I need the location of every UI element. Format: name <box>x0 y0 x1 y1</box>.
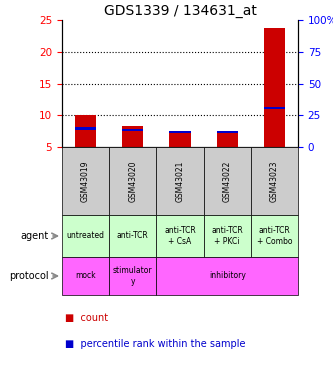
Bar <box>216 131 238 147</box>
Bar <box>62 215 109 257</box>
Text: stimulator
y: stimulator y <box>113 266 153 286</box>
Text: anti-TCR
+ PKCi: anti-TCR + PKCi <box>211 226 243 246</box>
Text: anti-TCR
+ CsA: anti-TCR + CsA <box>164 226 196 246</box>
Bar <box>122 129 144 131</box>
Bar <box>157 147 203 215</box>
Bar <box>251 215 298 257</box>
Bar <box>75 128 96 130</box>
Bar <box>75 115 96 147</box>
Bar <box>109 147 157 215</box>
Text: mock: mock <box>75 272 96 280</box>
Text: agent: agent <box>20 231 48 241</box>
Bar <box>157 257 298 295</box>
Text: ■  count: ■ count <box>65 312 109 322</box>
Text: GSM43022: GSM43022 <box>223 160 232 202</box>
Bar <box>264 28 285 147</box>
Bar <box>169 130 190 133</box>
Text: GSM43020: GSM43020 <box>128 160 137 202</box>
Bar <box>264 106 285 109</box>
Text: ■  percentile rank within the sample: ■ percentile rank within the sample <box>65 339 246 349</box>
Text: anti-TCR: anti-TCR <box>117 231 149 240</box>
Bar <box>203 215 251 257</box>
Bar <box>157 215 203 257</box>
Bar <box>122 126 144 147</box>
Bar <box>251 147 298 215</box>
Text: untreated: untreated <box>67 231 105 240</box>
Text: inhibitory: inhibitory <box>209 272 246 280</box>
Text: GSM43019: GSM43019 <box>81 160 90 202</box>
Bar <box>203 147 251 215</box>
Bar <box>109 215 157 257</box>
Bar <box>169 131 190 147</box>
Bar <box>109 257 157 295</box>
Text: protocol: protocol <box>9 271 48 281</box>
Text: anti-TCR
+ Combo: anti-TCR + Combo <box>257 226 292 246</box>
Title: GDS1339 / 134631_at: GDS1339 / 134631_at <box>104 4 256 18</box>
Bar <box>62 147 109 215</box>
Bar <box>216 130 238 133</box>
Bar <box>62 257 109 295</box>
Text: GSM43021: GSM43021 <box>175 160 184 202</box>
Text: GSM43023: GSM43023 <box>270 160 279 202</box>
